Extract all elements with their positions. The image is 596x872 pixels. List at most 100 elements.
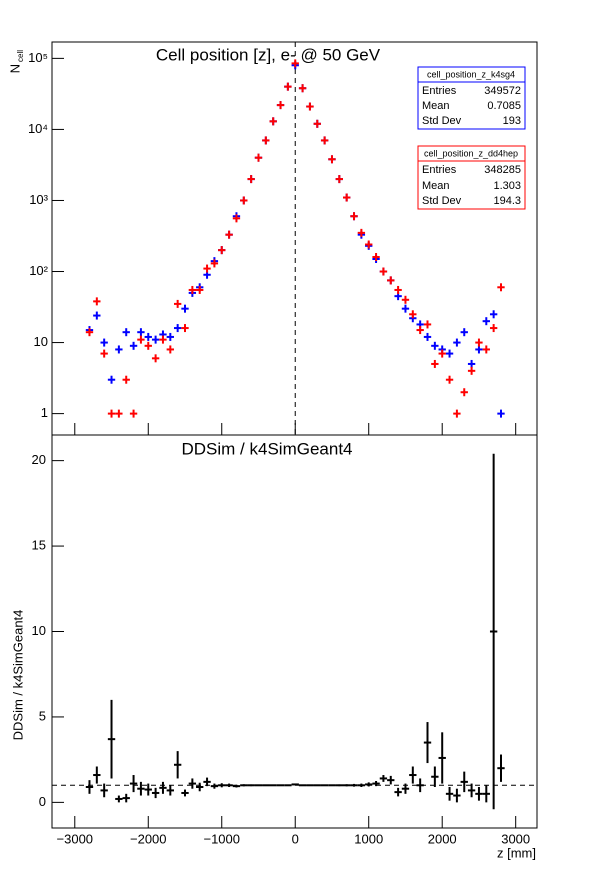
hist-point [254, 153, 263, 162]
y-tick-label: 10⁵ [28, 50, 48, 65]
y-title-bottom: DDSim / k4SimGeant4 [10, 610, 25, 741]
stats-label: Entries [422, 85, 457, 97]
hist-point [210, 259, 219, 268]
hist-point [269, 117, 277, 126]
hist-point [445, 349, 454, 358]
x-tick-label: 1000 [354, 831, 383, 846]
y-title-top: N cell [7, 50, 25, 74]
hist-point [482, 317, 490, 326]
hist-point [137, 335, 145, 344]
ratio-point [350, 783, 358, 787]
ratio-point [151, 787, 160, 799]
ratio-point [159, 781, 167, 794]
ratio-point [416, 778, 424, 793]
hist-point [159, 335, 167, 344]
hist-point [423, 320, 432, 329]
hist-point [173, 324, 182, 333]
ratio-point [489, 453, 498, 810]
ratio-point [431, 766, 439, 787]
hist-point [115, 345, 123, 354]
ratio-point [107, 699, 116, 779]
stats-value: 349572 [484, 85, 521, 97]
ratio-point [409, 766, 417, 784]
ratio-point [218, 783, 226, 788]
ratio-point [497, 754, 505, 782]
y-tick-label: 1 [41, 405, 48, 420]
ratio-point [372, 781, 380, 787]
hist-point [122, 375, 130, 384]
ratio-point [453, 788, 461, 803]
stats-value: 0.7085 [487, 100, 521, 112]
hist-point [306, 102, 314, 111]
hist-point [467, 366, 476, 375]
ratio-point [387, 775, 395, 785]
hist-point [188, 285, 197, 294]
hist-point [328, 155, 336, 164]
ratio-point [240, 784, 248, 787]
hist-point [129, 341, 138, 350]
stats-border [417, 66, 526, 130]
ratio-point [475, 786, 483, 801]
hist-point [343, 193, 351, 202]
x-tick-label: −3000 [57, 831, 94, 846]
hist-point [438, 349, 446, 358]
hist-point [107, 409, 116, 418]
hist-point [100, 349, 108, 358]
y-label-sub: cell [16, 50, 25, 62]
ratio-point [166, 785, 174, 796]
hist-point [276, 101, 285, 110]
hist-point [129, 409, 138, 418]
y-tick-label: 15 [32, 538, 46, 553]
ratio-point [394, 787, 402, 797]
chart-title: Cell position [z], e- @ 50 GeV [156, 45, 381, 64]
hist-point [85, 328, 94, 337]
hist-point [453, 338, 461, 347]
y-tick-label: 5 [39, 708, 46, 723]
hist-point [482, 345, 490, 354]
hist-point [218, 246, 226, 255]
hist-point [247, 175, 255, 184]
ratio-point [276, 784, 285, 787]
ratio-point [343, 784, 351, 787]
ratio-point [313, 784, 321, 787]
stats-label: Mean [422, 180, 450, 192]
stats-label: Entries [422, 164, 457, 176]
hist-point [313, 119, 321, 128]
hist-point [181, 324, 189, 333]
stats-box: cell_position_z_k4sg4 Entries 349572 Mea… [417, 66, 526, 130]
hist-point [181, 304, 189, 313]
ratio-point [247, 784, 255, 787]
hist-point [298, 84, 307, 93]
y-tick-label: 0 [39, 794, 46, 809]
ratio-point [129, 775, 138, 793]
hist-point [284, 82, 292, 91]
ratio-point [423, 722, 432, 764]
x-tick-label: −2000 [130, 831, 167, 846]
hist-point [166, 332, 174, 341]
hist-point [350, 212, 358, 221]
hist-point [401, 304, 410, 313]
ratio-point [379, 775, 388, 782]
ratio-point [438, 732, 446, 784]
ratio-point [482, 785, 490, 803]
hist-point [497, 409, 505, 418]
y-tick-label: 10² [29, 263, 48, 278]
hist-point [93, 297, 101, 306]
ratio-title: DDSim / k4SimGeant4 [182, 439, 353, 458]
x-title: z [mm] [497, 845, 536, 860]
ratio-point [210, 783, 219, 789]
hist-point [431, 341, 439, 350]
bottom-plot [52, 453, 537, 810]
stats-label: Std Dev [422, 195, 462, 207]
ratio-point [306, 784, 314, 787]
hist-point [489, 324, 498, 333]
ratio-point [365, 782, 373, 787]
ratio-point [144, 783, 152, 796]
hist-point [335, 175, 343, 184]
ratio-point [460, 771, 468, 793]
y-tick-label: 10³ [29, 192, 48, 207]
hist-point [409, 310, 417, 319]
stats-header: cell_position_z_dd4hep [424, 148, 518, 158]
y-tick-label: 10⁴ [28, 121, 48, 136]
